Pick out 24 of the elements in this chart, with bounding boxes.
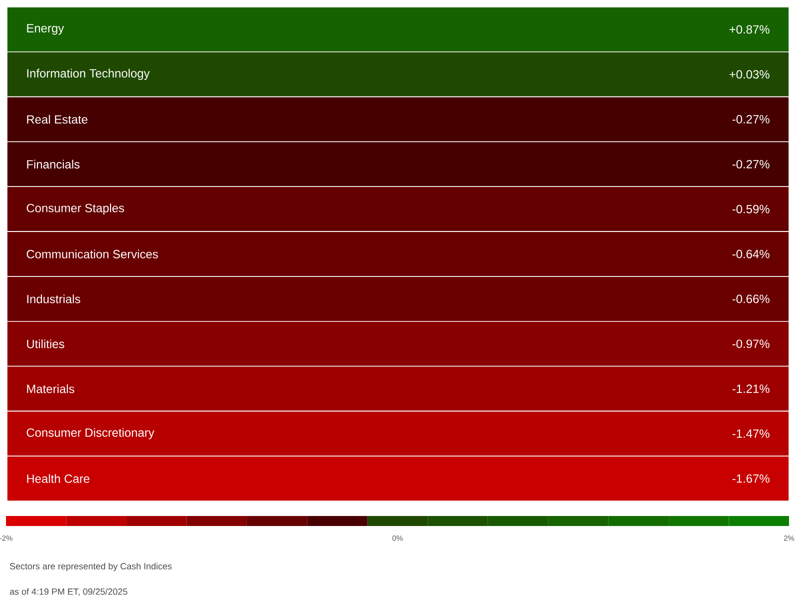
y-tick-label: Materials — [27, 384, 74, 394]
data-label: -0.59% — [732, 204, 770, 214]
data-label: -0.66% — [732, 294, 770, 304]
text: Sectors are represented by Cash Indices — [10, 562, 172, 572]
data-label: -1.21% — [732, 384, 770, 393]
data-label: +0.03% — [730, 70, 770, 79]
data-label: -0.27% — [732, 115, 770, 124]
y-tick-label: Communication Services — [26, 250, 158, 258]
y-tick-label: Financials — [27, 160, 80, 169]
y-tick-label: Industrials — [27, 294, 80, 304]
y-tick-label: Utilities — [27, 339, 64, 348]
data-label: -1.67% — [732, 474, 770, 483]
data-label: -0.27% — [732, 160, 770, 168]
y-tick-label: Energy — [27, 24, 64, 35]
y-tick-label: Consumer Staples — [26, 204, 124, 215]
text: as of 4:19 PM ET, 09/25/2025 — [10, 588, 128, 596]
y-tick-label: Real Estate — [27, 114, 88, 124]
y-tick-label: Information Technology — [27, 68, 150, 80]
data-label: -0.64% — [732, 250, 770, 258]
data-label: -1.47% — [732, 429, 770, 438]
y-tick-label: Health Care — [27, 474, 90, 483]
y-tick-label: Consumer Discretionary — [26, 428, 154, 440]
data-label: +0.87% — [730, 25, 770, 34]
data-label: -0.97% — [732, 340, 770, 348]
